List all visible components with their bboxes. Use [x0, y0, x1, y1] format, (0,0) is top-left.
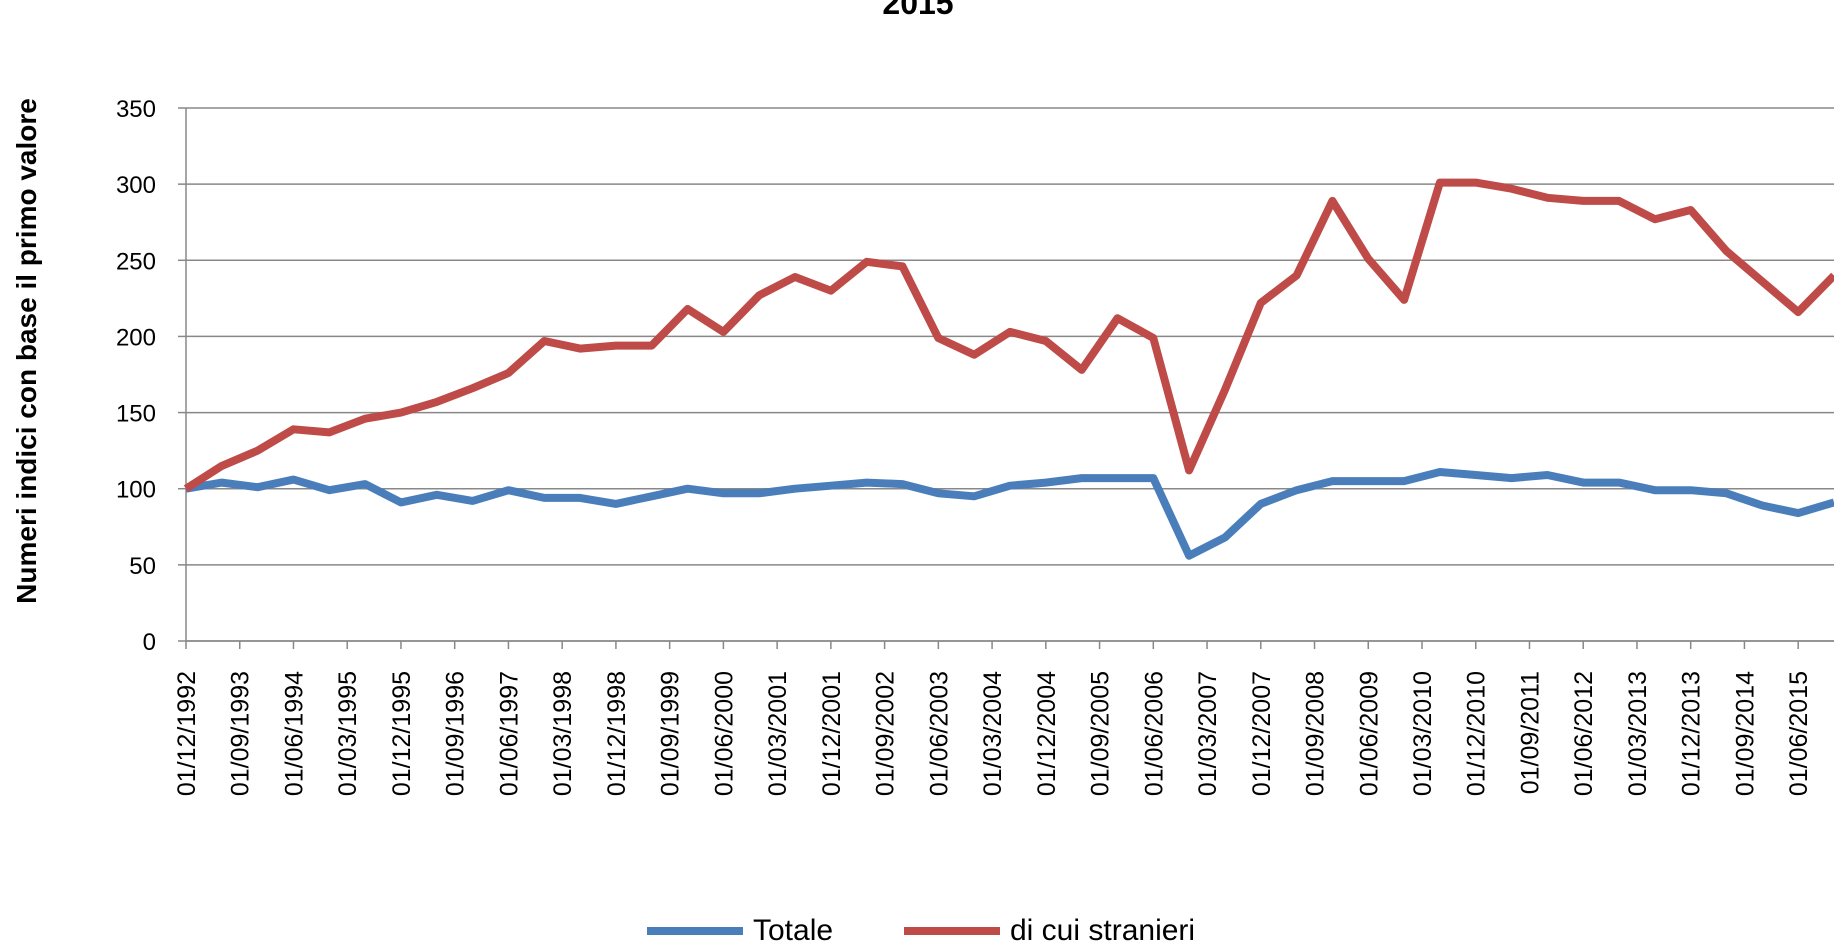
x-tick-label: 01/03/2004	[979, 671, 1007, 796]
x-tick-label: 01/09/2005	[1087, 671, 1115, 796]
x-tick-label: 01/12/2004	[1033, 671, 1061, 796]
x-tick-label: 01/12/2013	[1678, 671, 1706, 796]
x-tick-label: 01/06/2009	[1355, 671, 1383, 796]
data-line	[183, 178, 1834, 493]
y-tick-label: 350	[116, 96, 156, 123]
x-tick-label: 01/06/2003	[925, 671, 953, 796]
x-tick-label: 01/12/1992	[173, 671, 201, 796]
x-tick-label: 01/12/1998	[603, 671, 631, 796]
x-tick-label: 01/03/1995	[334, 671, 362, 796]
x-tick-label: 01/03/2001	[764, 671, 792, 796]
x-tick-label: 01/09/2011	[1516, 671, 1544, 794]
x-tick-label: 01/09/2008	[1302, 671, 1330, 796]
x-tick-label: 01/06/1997	[495, 671, 523, 796]
x-tick-label: 01/03/2010	[1409, 671, 1437, 796]
y-tick-label: 100	[116, 477, 156, 504]
y-tick-label: 150	[116, 401, 156, 428]
x-tick-label: 01/12/2001	[818, 671, 846, 796]
x-tick-label: 01/06/2015	[1785, 671, 1813, 796]
legend-label: Totale	[753, 914, 833, 945]
x-tick-label: 01/09/1996	[442, 671, 470, 796]
x-tick-label: 01/09/2002	[872, 671, 900, 796]
x-tick-label: 01/12/2007	[1248, 671, 1276, 796]
x-tick-label: 01/03/2007	[1194, 671, 1222, 796]
x-tick-label: 01/06/2012	[1570, 671, 1598, 796]
y-tick-label: 0	[143, 629, 156, 656]
chart-title: 2015	[882, 0, 953, 21]
data-line	[185, 468, 1834, 560]
x-tick-label: 01/03/1998	[549, 671, 577, 796]
y-tick-label: 300	[116, 172, 156, 199]
x-tick-label: 01/12/2010	[1463, 671, 1491, 796]
y-tick-label: 50	[129, 553, 156, 580]
x-tick-label: 01/09/1999	[657, 671, 685, 796]
y-tick-label: 250	[116, 248, 156, 275]
x-tick-label: 01/12/1995	[388, 671, 416, 796]
x-tick-label: 01/03/2013	[1624, 671, 1652, 796]
y-tick-label: 200	[116, 324, 156, 351]
x-tick-label: 01/06/2000	[710, 671, 738, 796]
x-tick-label: 01/09/2014	[1731, 671, 1759, 796]
legend-label: di cui stranieri	[1010, 914, 1195, 945]
x-tick-label: 01/09/1993	[227, 671, 255, 796]
y-axis-label: Numeri indici con base il primo valore	[11, 98, 42, 604]
x-tick-label: 01/06/1994	[280, 671, 308, 796]
x-tick-label: 01/06/2006	[1140, 671, 1168, 796]
